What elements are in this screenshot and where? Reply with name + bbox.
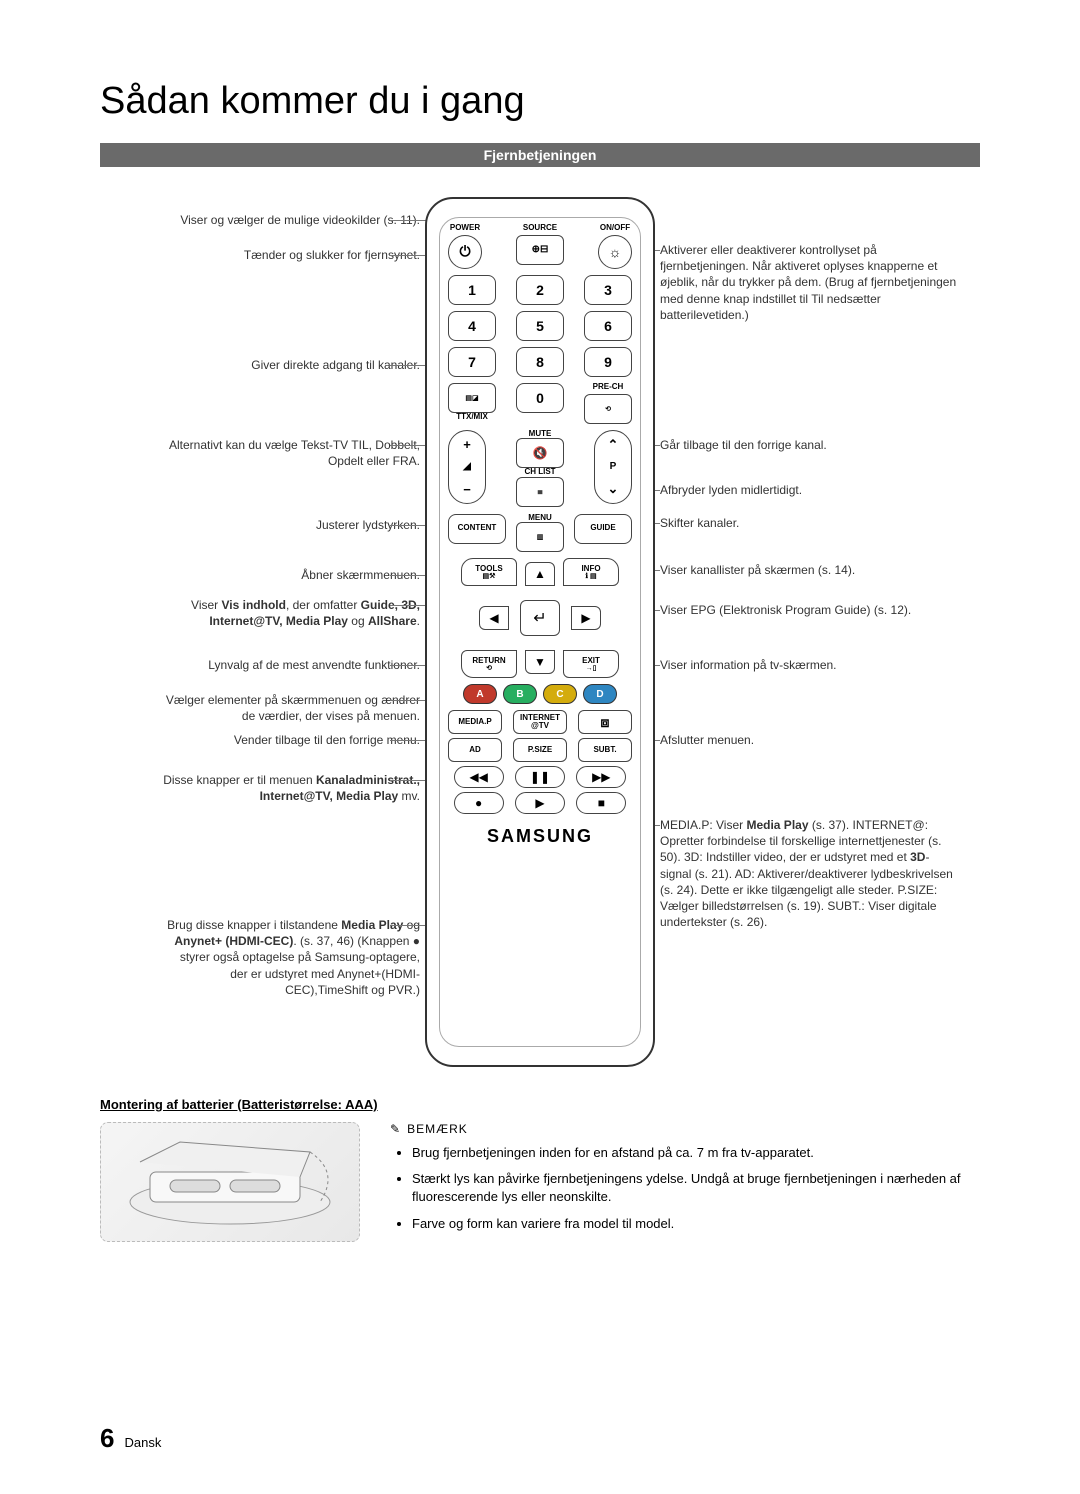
num-5[interactable]: 5: [516, 311, 564, 341]
vol-icon: ◢: [463, 461, 471, 472]
mute-label: MUTE: [529, 430, 552, 439]
section-header: Fjernbetjeningen: [100, 143, 980, 167]
psize-button[interactable]: P.SIZE: [513, 738, 567, 762]
note-item: Farve og form kan variere fra model til …: [412, 1215, 980, 1233]
num-6[interactable]: 6: [584, 311, 632, 341]
dpad-left[interactable]: ◀: [479, 606, 509, 630]
tools-button[interactable]: TOOLS▤⚒: [461, 558, 517, 586]
callout-left: Tænder og slukker for fjernsynet.: [160, 247, 420, 263]
note-item: Brug fjernbetjeningen inden for en afsta…: [412, 1144, 980, 1162]
pause-button[interactable]: ❚❚: [515, 766, 565, 788]
mute-button[interactable]: 🔇: [516, 438, 564, 468]
num-3[interactable]: 3: [584, 275, 632, 305]
page-number: 6 Dansk: [100, 1423, 161, 1454]
callout-left: Viser og vælger de mulige videokilder (s…: [160, 212, 420, 228]
play-button[interactable]: ▶: [515, 792, 565, 814]
callout-right: Aktiverer eller deaktiverer kontrollyset…: [660, 242, 960, 323]
color-c[interactable]: C: [543, 684, 577, 704]
prech-button[interactable]: ⟲: [584, 394, 632, 424]
num-1[interactable]: 1: [448, 275, 496, 305]
channel-rocker[interactable]: ⌃ P ⌄: [594, 430, 632, 504]
menu-button[interactable]: ▥: [516, 522, 564, 552]
note-heading: ✎ BEMÆRK: [390, 1122, 980, 1136]
dpad-right[interactable]: ▶: [571, 606, 601, 630]
ch-down-icon: ⌄: [608, 481, 619, 497]
callout-left: Viser Vis indhold, der omfatter Guide, 3…: [160, 597, 420, 629]
note-list: Brug fjernbetjeningen inden for en afsta…: [390, 1144, 980, 1233]
power-button[interactable]: ⏻: [448, 235, 482, 269]
callout-left: Justerer lydstyrken.: [160, 517, 420, 533]
num-0[interactable]: 0: [516, 383, 564, 413]
note-icon: ✎: [390, 1122, 401, 1136]
callout-left: Lynvalg af de mest anvendte funktioner.: [160, 657, 420, 673]
onoff-button[interactable]: ☼: [598, 235, 632, 269]
ffwd-button[interactable]: ▶▶: [576, 766, 626, 788]
remote-outline: POWER ⏻ SOURCE ⊕⊟ ON/OFF ☼ 1 2 3 4 5: [425, 197, 655, 1067]
callout-right: Viser EPG (Elektronisk Program Guide) (s…: [660, 602, 960, 618]
callout-right: Skifter kanaler.: [660, 515, 960, 531]
guide-button[interactable]: GUIDE: [574, 514, 632, 544]
internet-button[interactable]: INTERNET @TV: [513, 710, 567, 734]
callout-right: Viser information på tv-skærmen.: [660, 657, 960, 673]
prech-label: PRE-CH: [593, 383, 624, 392]
record-button[interactable]: ●: [454, 792, 504, 814]
dpad-down[interactable]: ▼: [525, 650, 555, 674]
battery-title: Montering af batterier (Batteristørrelse…: [100, 1097, 980, 1112]
num-8[interactable]: 8: [516, 347, 564, 377]
vol-up-icon: +: [463, 437, 471, 452]
return-button[interactable]: RETURN⟲: [461, 650, 517, 678]
p-label: P: [610, 461, 617, 472]
stop-button[interactable]: ■: [576, 792, 626, 814]
note-item: Stærkt lys kan påvirke fjernbetjeningens…: [412, 1170, 980, 1206]
num-2[interactable]: 2: [516, 275, 564, 305]
color-b[interactable]: B: [503, 684, 537, 704]
onoff-label: ON/OFF: [600, 224, 630, 233]
dpad-up[interactable]: ▲: [525, 562, 555, 586]
color-d[interactable]: D: [583, 684, 617, 704]
chlist-button[interactable]: ≣: [516, 477, 564, 507]
source-label: SOURCE: [523, 224, 557, 233]
ttx-label: TTX/MIX: [456, 413, 488, 422]
volume-rocker[interactable]: + ◢ −: [448, 430, 486, 504]
menu-label: MENU: [528, 514, 552, 523]
callout-right: Afbryder lyden midlertidigt.: [660, 482, 960, 498]
callout-left: Brug disse knapper i tilstandene Media P…: [160, 917, 420, 998]
num-9[interactable]: 9: [584, 347, 632, 377]
power-label: POWER: [450, 224, 480, 233]
3d-button[interactable]: ⧈: [578, 710, 632, 734]
vol-down-icon: −: [463, 482, 471, 497]
num-4[interactable]: 4: [448, 311, 496, 341]
exit-button[interactable]: EXIT→▯: [563, 650, 619, 678]
source-button[interactable]: ⊕⊟: [516, 235, 564, 265]
page-title: Sådan kommer du i gang: [100, 80, 980, 123]
ad-button[interactable]: AD: [448, 738, 502, 762]
subt-button[interactable]: SUBT.: [578, 738, 632, 762]
content-button[interactable]: CONTENT: [448, 514, 506, 544]
callout-right: Går tilbage til den forrige kanal.: [660, 437, 960, 453]
color-a[interactable]: A: [463, 684, 497, 704]
ch-up-icon: ⌃: [608, 437, 619, 453]
ttx-button[interactable]: ▤◪: [448, 383, 496, 413]
callout-right: MEDIA.P: Viser Media Play (s. 37). INTER…: [660, 817, 960, 930]
num-7[interactable]: 7: [448, 347, 496, 377]
info-button[interactable]: INFOℹ ▤: [563, 558, 619, 586]
battery-section: Montering af batterier (Batteristørrelse…: [100, 1097, 980, 1242]
remote-diagram: Viser og vælger de mulige videokilder (s…: [100, 197, 980, 1077]
battery-illustration: [100, 1122, 360, 1242]
brand-logo: SAMSUNG: [448, 826, 632, 847]
dpad: TOOLS▤⚒ INFOℹ ▤ RETURN⟲ EXIT→▯ ▲ ▼ ◀ ▶ ↵: [455, 558, 625, 678]
callout-left: Giver direkte adgang til kanaler.: [160, 357, 420, 373]
mediap-button[interactable]: MEDIA.P: [448, 710, 502, 734]
chlist-label: CH LIST: [524, 468, 555, 477]
callout-left: Vender tilbage til den forrige menu.: [160, 732, 420, 748]
callout-right: Viser kanallister på skærmen (s. 14).: [660, 562, 960, 578]
callout-left: Vælger elementer på skærmmenuen og ændre…: [160, 692, 420, 724]
callout-left: Disse knapper er til menuen Kanaladminis…: [160, 772, 420, 804]
callout-left: Alternativt kan du vælge Tekst-TV TIL, D…: [160, 437, 420, 469]
rewind-button[interactable]: ◀◀: [454, 766, 504, 788]
callout-left: Åbner skærmmenuen.: [160, 567, 420, 583]
callout-right: Afslutter menuen.: [660, 732, 960, 748]
dpad-ok[interactable]: ↵: [520, 600, 560, 636]
